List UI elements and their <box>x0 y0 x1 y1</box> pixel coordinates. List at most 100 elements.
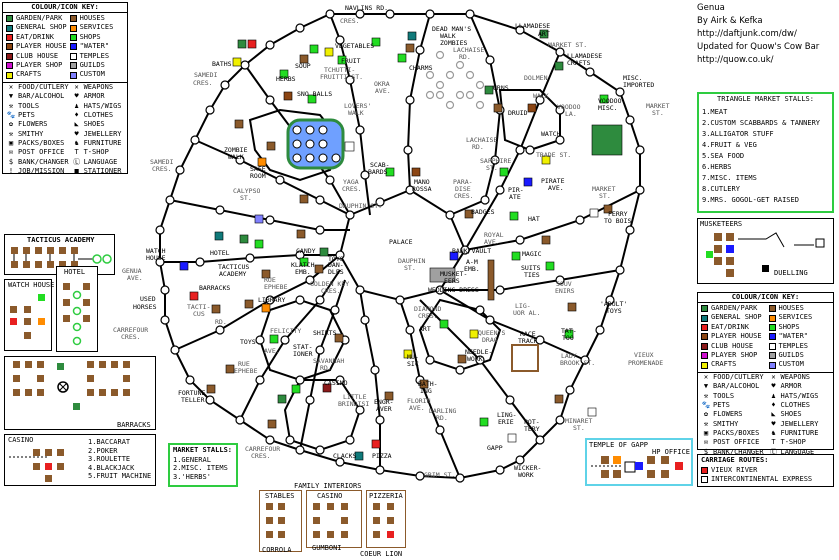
map-label: PIZZA <box>372 452 392 460</box>
map-label: ROOM <box>250 172 266 180</box>
icon-key-label: HATS/WIGS <box>780 391 819 400</box>
map-label: 'ADULT' <box>600 300 628 308</box>
icon-key-label: TOOLS <box>713 391 735 400</box>
colour-key-item: EAT/DRINK <box>6 33 67 42</box>
colour-icon-key-left: COLOUR/ICON KEY: GARDEN/PARK GENERAL SHOP… <box>2 2 128 176</box>
map-label: WORK <box>518 471 534 479</box>
icon-key-label: POST OFFICE <box>18 148 65 157</box>
colour-swatch <box>701 323 708 331</box>
map-label: UOR AL. <box>513 309 541 317</box>
map-label: USED <box>140 295 156 303</box>
watch-house-inset: WATCH HOUSE <box>4 279 54 351</box>
map-label: ENGR- <box>374 398 394 406</box>
pets-icon: 🐾 <box>6 110 16 119</box>
market-stalls-list: 1.GENERAL 2.MISC. ITEMS 3.'HERBS' <box>170 456 236 483</box>
hotel-rooms <box>63 283 90 346</box>
colour-key-item: TEMPLES <box>69 52 127 61</box>
shoes-icon: ◣ <box>771 410 776 419</box>
triangle-stall-item: 8.CUTLERY <box>702 184 740 193</box>
icon-key-label: WEAPONS <box>83 82 114 91</box>
map-label: VOODOO <box>598 97 622 105</box>
smithy-icon: ⚒ <box>8 129 14 138</box>
icon-key-item: ⚒ TOOLS <box>701 392 766 401</box>
map-label: SIC <box>407 360 419 368</box>
colour-key-item: TEMPLES <box>768 342 834 351</box>
map-label: RD. <box>472 143 484 151</box>
map-label: ST. <box>573 424 585 432</box>
map-label: URNS <box>493 84 509 92</box>
map-label: HOTEL <box>210 249 230 257</box>
temple-of-gapp-inset: TEMPLE OF GAPP HP OFFICE <box>585 438 693 486</box>
map-label: CLACKS <box>333 452 357 460</box>
link-quow[interactable]: http://quow.co.uk/ <box>697 55 774 65</box>
link-daftjunk[interactable]: http://daftjunk.com/dw/ <box>697 29 797 39</box>
hp-office-caption: HP OFFICE <box>652 448 690 456</box>
icon-key-item: 🐾 PETS <box>701 401 766 410</box>
post-office-icon: ✉ <box>8 148 14 157</box>
map-label: DISE <box>455 185 471 193</box>
map-label: SCAB- <box>370 161 390 169</box>
colour-swatch <box>701 305 708 313</box>
map-label: TOYS <box>606 307 622 315</box>
map-label: PROMENADE <box>628 359 664 367</box>
colour-key-label: SERVICES <box>778 313 813 322</box>
map-label: POT- <box>524 418 540 426</box>
icon-key-item: Ⓛ LANGUAGE <box>72 158 127 167</box>
map-label: AVER <box>376 405 392 413</box>
t-shop-icon: T <box>771 438 776 447</box>
map-label: ACADEMY <box>219 270 247 278</box>
map-label: MARKET <box>592 185 616 193</box>
map-label: ART <box>538 30 550 38</box>
map-label: KLATCH <box>291 261 315 269</box>
watch-house-rooms <box>10 294 45 339</box>
map-label: SOUV <box>556 280 572 288</box>
jewellery-icon: ♥ <box>771 419 776 428</box>
colour-swatch <box>69 43 77 51</box>
colour-key-item: CRAFTS <box>6 70 67 79</box>
icon-key-label: JEWELLERY <box>83 129 122 138</box>
icon-key-label: LANGUAGE <box>780 447 815 456</box>
map-label: TERY <box>524 425 540 433</box>
colour-swatch <box>6 71 13 79</box>
map-label: CRES. <box>152 165 172 173</box>
triangle-stall-item: 4.FRUIT & VEG <box>702 140 757 149</box>
map-label: TCHUTTI- <box>324 66 356 74</box>
map-label: A-M <box>466 258 478 266</box>
map-label: MANO <box>414 178 430 186</box>
map-label: SNO BALLS <box>297 90 333 98</box>
map-label: FRUITTI ST. <box>320 73 364 81</box>
map-label: WALK <box>440 32 456 40</box>
map-label: NEEDLE- <box>465 348 493 356</box>
map-label: CRES. <box>342 185 362 193</box>
map-label: CRES. <box>321 287 341 295</box>
map-label: BARRACKS <box>199 284 231 292</box>
icon-key-label: FURNITURE <box>83 139 122 148</box>
icon-key-label: FLOWERS <box>713 410 743 419</box>
post-office-icon: ✉ <box>703 438 709 447</box>
icon-key-item: ✕ WEAPONS <box>769 373 834 382</box>
map-label: TAT- <box>561 327 577 335</box>
stationer-icon: ■ <box>74 167 79 176</box>
icon-key-label: PETS <box>18 110 35 119</box>
packs-boxes-icon: ▣ <box>8 139 14 148</box>
icon-key-item: ⚒ SMITHY <box>701 420 766 429</box>
colour-key-label: PLAYER SHOP <box>16 60 63 69</box>
byline: By Airk & Kefka <box>697 16 763 26</box>
market-stall-item: 3.'HERBS' <box>173 472 211 481</box>
icon-key-item: ▼ BAR/ALCOHOL <box>701 382 766 391</box>
duelling-caption: DUELLING <box>774 269 808 277</box>
stables-caption: STABLES <box>265 492 295 500</box>
lovers-walk-lake <box>286 118 345 170</box>
colour-key-item: GUILDS <box>69 61 127 70</box>
map-label: EMB. <box>295 268 311 276</box>
map-label: MUSKET- <box>440 270 468 278</box>
colour-key-item: SHOPS <box>768 323 834 332</box>
map-label: AVE. <box>264 347 280 355</box>
icon-key-item: ♟ HATS/WIGS <box>72 102 127 111</box>
colour-key-item: SERVICES <box>69 23 127 32</box>
map-label: ST. <box>599 192 611 200</box>
map-label: LIBRARY <box>258 296 286 304</box>
hotel-inset: HOTEL <box>56 266 98 352</box>
icon-key-item: ✕ FOOD/CUTLERY <box>701 373 766 382</box>
triangle-stall-item: 3.ALLIGATOR STUFF <box>702 129 774 138</box>
